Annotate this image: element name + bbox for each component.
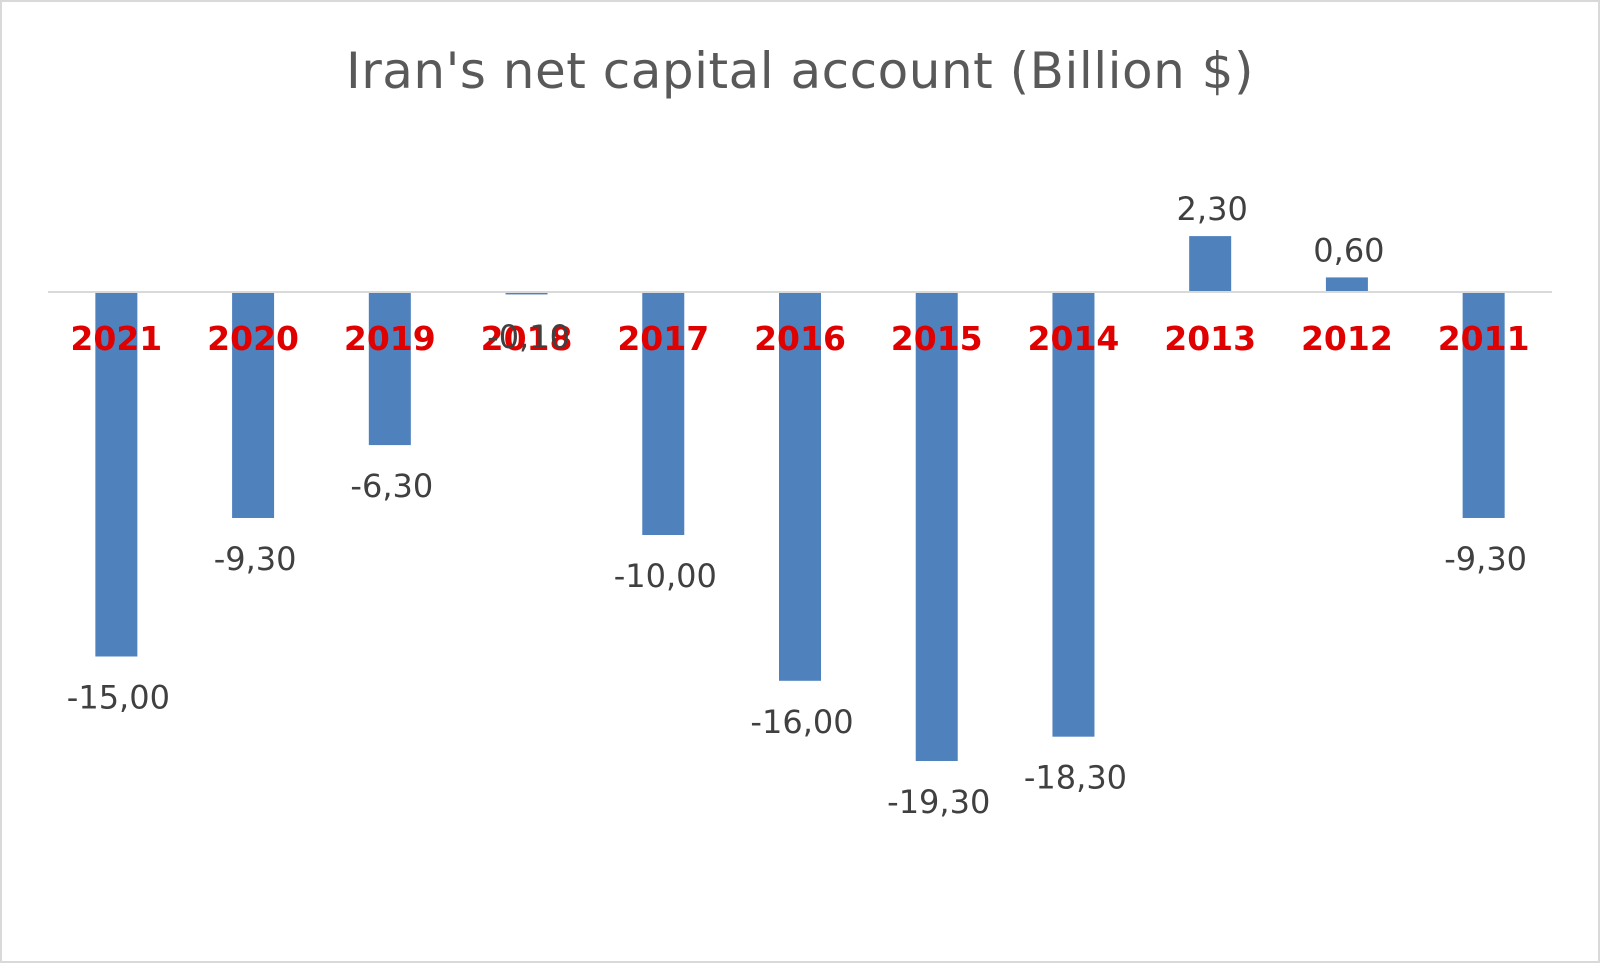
bar-2015 xyxy=(915,292,958,761)
category-label-2012: 2012 xyxy=(1301,319,1393,358)
bars-group xyxy=(95,236,1505,761)
category-label-2013: 2013 xyxy=(1164,319,1256,358)
data-label-2013: 2,30 xyxy=(1177,190,1248,228)
data-label-2011: -9,30 xyxy=(1444,540,1527,578)
category-label-2021: 2021 xyxy=(70,319,162,358)
bar-2013 xyxy=(1189,236,1232,292)
data-label-2014: -18,30 xyxy=(1024,759,1127,797)
category-label-2016: 2016 xyxy=(754,319,846,358)
category-label-2014: 2014 xyxy=(1028,319,1120,358)
bar-2017 xyxy=(642,292,685,535)
data-label-2017: -10,00 xyxy=(614,557,717,595)
data-label-2018: -0,10 xyxy=(487,318,570,356)
chart-title: Iran's net capital account (Billion $) xyxy=(345,42,1254,100)
category-labels-group: 2021 2020 2019 2018 2017 2016 2015 2014 2013 2012… xyxy=(70,319,1529,358)
category-label-2015: 2015 xyxy=(891,319,983,358)
data-label-2012: 0,60 xyxy=(1313,231,1384,269)
bar-2016 xyxy=(779,292,821,681)
category-label-2019: 2019 xyxy=(344,319,436,358)
bar-2011 xyxy=(1462,292,1505,518)
category-label-2018: 2018 xyxy=(481,319,573,358)
category-label-2011: 2011 xyxy=(1438,319,1530,358)
bar-2012 xyxy=(1325,277,1368,292)
bar-2019 xyxy=(368,292,411,446)
bar-2014 xyxy=(1052,292,1095,737)
data-label-2016: -16,00 xyxy=(750,703,853,741)
category-label-2017: 2017 xyxy=(617,319,709,358)
data-label-2019: -6,30 xyxy=(350,467,433,505)
bar-2018 xyxy=(505,292,548,295)
data-label-2021: -15,00 xyxy=(67,679,170,717)
bar-2021 xyxy=(95,292,138,657)
data-label-2015: -19,30 xyxy=(887,783,990,821)
data-labels-group: -15,00-9,30-6,30-0,10-10,00-16,00-19,30-… xyxy=(67,190,1527,821)
category-label-2020: 2020 xyxy=(207,319,299,358)
bar-2020 xyxy=(232,292,275,518)
data-label-2020: -9,30 xyxy=(214,540,297,578)
